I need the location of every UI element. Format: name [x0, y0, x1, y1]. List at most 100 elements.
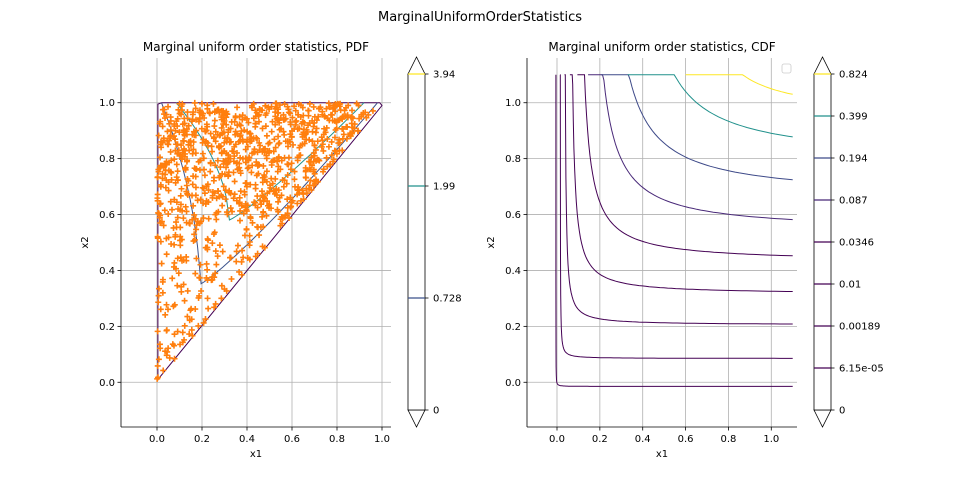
- colorbar-tick-label: 0.728: [433, 294, 462, 305]
- scatter-point: [236, 164, 243, 171]
- scatter-point: [309, 117, 316, 124]
- scatter-point: [301, 119, 308, 126]
- scatter-point: [190, 173, 197, 180]
- scatter-point: [230, 148, 237, 155]
- scatter-point: [189, 216, 196, 223]
- scatter-point: [281, 116, 288, 123]
- colorbar-tick-label: 0.087: [839, 196, 868, 207]
- scatter-point: [307, 177, 314, 184]
- contour-line: [577, 74, 793, 257]
- scatter-point: [227, 254, 234, 261]
- scatter-point: [273, 104, 280, 111]
- scatter-point: [275, 198, 282, 205]
- scatter-point: [262, 112, 269, 119]
- scatter-point: [223, 108, 230, 115]
- scatter-point: [211, 123, 218, 130]
- scatter-point: [302, 174, 309, 181]
- colorbar-tick-label: 0: [433, 406, 439, 417]
- scatter-point: [297, 152, 304, 159]
- x-tick-label: 0.0: [149, 434, 165, 445]
- scatter-point: [365, 111, 372, 118]
- scatter-point: [174, 141, 181, 148]
- scatter-point: [167, 117, 174, 124]
- scatter-point: [270, 187, 277, 194]
- colorbar-tick-label: 6.15e-05: [839, 364, 884, 375]
- scatter-point: [154, 374, 161, 381]
- scatter-point: [231, 191, 238, 198]
- scatter-point: [339, 135, 346, 142]
- scatter-point: [202, 316, 209, 323]
- scatter-point: [225, 151, 232, 158]
- x-tick-label: 0.4: [635, 434, 651, 445]
- scatter-point: [258, 107, 265, 114]
- scatter-point: [331, 134, 338, 141]
- scatter-point: [260, 162, 267, 169]
- scatter-point: [291, 103, 298, 110]
- scatter-point: [210, 135, 217, 142]
- scatter-point: [184, 287, 191, 294]
- scatter-point: [269, 180, 276, 187]
- scatter-point: [249, 162, 256, 169]
- scatter-point: [201, 172, 208, 179]
- scatter-point: [323, 154, 330, 161]
- scatter-point: [227, 138, 234, 145]
- scatter-point: [247, 181, 254, 188]
- colorbar-bottom-extend: [813, 409, 832, 428]
- scatter-point: [165, 234, 172, 241]
- scatter-point: [207, 159, 214, 166]
- scatter-point: [318, 143, 325, 150]
- scatter-point: [261, 194, 268, 201]
- scatter-point: [157, 306, 164, 313]
- scatter-point: [254, 223, 261, 230]
- scatter-point: [310, 103, 317, 110]
- scatter-point: [253, 159, 260, 166]
- scatter-point: [163, 327, 170, 334]
- scatter-point: [195, 322, 202, 329]
- scatter-point: [220, 121, 227, 128]
- scatter-point: [189, 111, 196, 118]
- scatter-point: [231, 153, 238, 160]
- scatter-point: [192, 215, 199, 222]
- scatter-point: [320, 166, 327, 173]
- scatter-point: [193, 165, 200, 172]
- scatter-point: [211, 190, 218, 197]
- colorbar-tick-label: 3.94: [433, 70, 455, 81]
- colorbar-tick-label: 1.99: [433, 182, 455, 193]
- scatter-point: [204, 266, 211, 273]
- scatter-point: [176, 129, 183, 136]
- scatter-point: [178, 153, 185, 160]
- scatter-point: [159, 123, 166, 130]
- scatter-point: [165, 179, 172, 186]
- scatter-point: [319, 111, 326, 118]
- scatter-point: [230, 158, 237, 165]
- scatter-point: [190, 146, 197, 153]
- scatter-point: [159, 106, 166, 113]
- scatter-point: [177, 254, 184, 261]
- scatter-point: [287, 194, 294, 201]
- scatter-point: [192, 270, 199, 277]
- colorbar-tick-label: 0.824: [839, 70, 868, 81]
- scatter-point: [254, 149, 261, 156]
- scatter-point: [229, 208, 236, 215]
- scatter-point: [295, 111, 302, 118]
- scatter-point: [250, 100, 257, 107]
- scatter-point: [274, 168, 281, 175]
- scatter-point: [168, 176, 175, 183]
- scatter-point: [238, 202, 245, 209]
- scatter-point: [217, 164, 224, 171]
- scatter-point: [197, 109, 204, 116]
- scatter-point: [261, 173, 268, 180]
- colorbar-frame: [407, 73, 426, 411]
- scatter-point: [328, 152, 335, 159]
- scatter-point: [205, 215, 212, 222]
- scatter-point: [300, 191, 307, 198]
- scatter-point: [232, 114, 239, 121]
- scatter-point: [223, 287, 230, 294]
- scatter-point: [329, 111, 336, 118]
- scatter-point: [268, 128, 275, 135]
- scatter-point: [236, 199, 243, 206]
- scatter-point: [155, 132, 162, 139]
- scatter-point: [200, 215, 207, 222]
- contour-line: [559, 74, 793, 359]
